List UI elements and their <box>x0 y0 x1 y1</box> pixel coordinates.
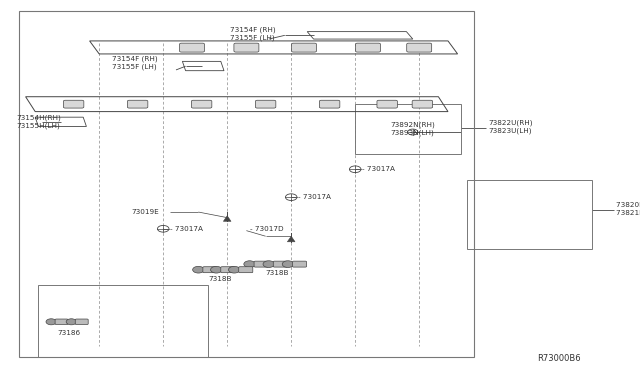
Circle shape <box>46 319 56 325</box>
FancyBboxPatch shape <box>412 100 433 108</box>
FancyBboxPatch shape <box>127 100 148 108</box>
Text: 73154H(RH)
73155H(LH): 73154H(RH) 73155H(LH) <box>16 115 61 129</box>
Circle shape <box>282 261 294 267</box>
Circle shape <box>263 261 275 267</box>
Text: - 73017A: - 73017A <box>298 194 331 200</box>
FancyBboxPatch shape <box>191 100 212 108</box>
FancyBboxPatch shape <box>254 261 268 267</box>
Bar <box>38 285 208 357</box>
FancyBboxPatch shape <box>273 261 287 267</box>
Text: - 73017A: - 73017A <box>362 166 395 172</box>
Circle shape <box>66 319 77 325</box>
Circle shape <box>244 261 255 267</box>
FancyBboxPatch shape <box>319 100 340 108</box>
Text: 73154F (RH)
73155F (LH): 73154F (RH) 73155F (LH) <box>112 56 157 70</box>
Text: 73186: 73186 <box>58 330 81 336</box>
Circle shape <box>211 266 222 273</box>
Text: - 73017D: - 73017D <box>250 226 284 232</box>
Text: 73154F (RH)
73155F (LH): 73154F (RH) 73155F (LH) <box>230 26 276 41</box>
FancyBboxPatch shape <box>55 319 68 324</box>
Text: R73000B6: R73000B6 <box>538 355 581 363</box>
FancyBboxPatch shape <box>234 43 259 52</box>
Text: 73892N(RH)
73893N(LH): 73892N(RH) 73893N(LH) <box>390 121 435 135</box>
FancyBboxPatch shape <box>407 43 432 52</box>
FancyBboxPatch shape <box>76 319 88 324</box>
Text: - 73017A: - 73017A <box>170 226 203 232</box>
FancyBboxPatch shape <box>221 267 235 273</box>
Bar <box>467 180 592 249</box>
FancyBboxPatch shape <box>179 43 204 52</box>
FancyBboxPatch shape <box>63 100 84 108</box>
FancyBboxPatch shape <box>255 100 276 108</box>
Polygon shape <box>287 236 295 242</box>
Text: 73822U(RH)
73823U(LH): 73822U(RH) 73823U(LH) <box>488 119 533 134</box>
FancyBboxPatch shape <box>292 43 316 52</box>
FancyBboxPatch shape <box>377 100 397 108</box>
Circle shape <box>193 266 204 273</box>
Bar <box>19 11 474 357</box>
Text: 73820N (RH)
73821N (LH): 73820N (RH) 73821N (LH) <box>616 201 640 215</box>
Circle shape <box>228 266 240 273</box>
Text: 7318B: 7318B <box>266 270 289 276</box>
Polygon shape <box>223 216 231 221</box>
FancyBboxPatch shape <box>203 267 217 273</box>
Text: 73019E: 73019E <box>131 209 159 215</box>
Text: 7318B: 7318B <box>208 276 232 282</box>
FancyBboxPatch shape <box>239 267 253 273</box>
FancyBboxPatch shape <box>292 261 307 267</box>
Bar <box>355 104 461 154</box>
FancyBboxPatch shape <box>356 43 380 52</box>
